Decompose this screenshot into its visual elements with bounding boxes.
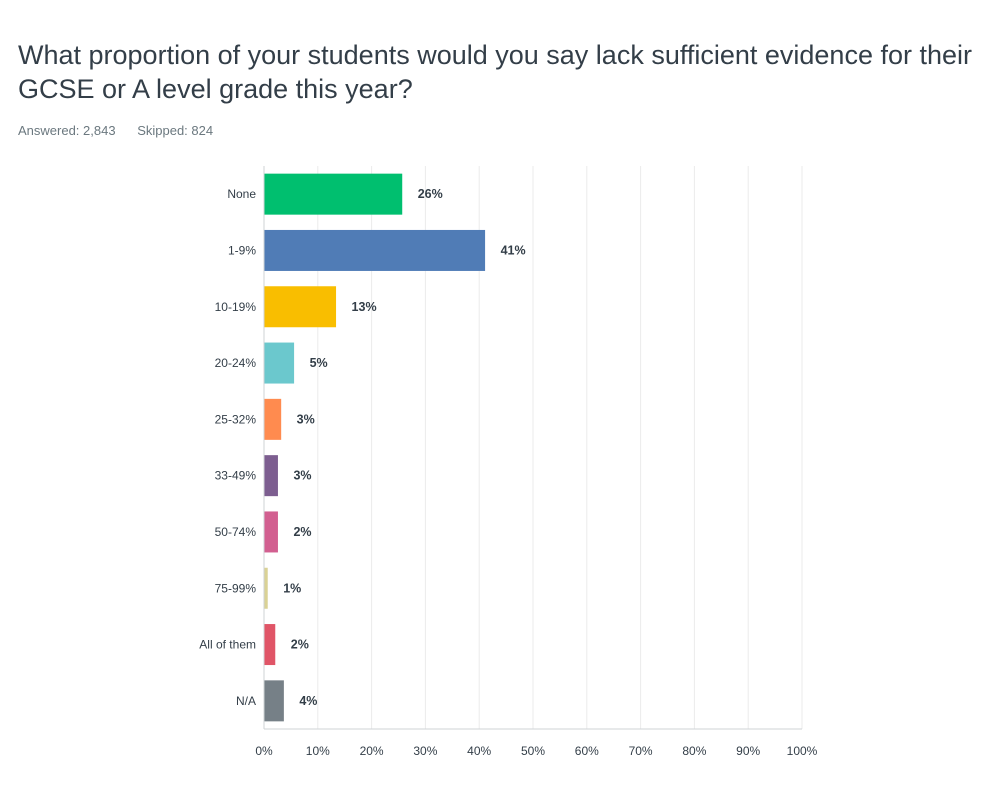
x-tick-label: 90% — [736, 744, 760, 758]
x-tick-label: 60% — [575, 744, 599, 758]
x-tick-label: 100% — [787, 744, 818, 758]
bars — [264, 173, 486, 722]
response-stats: Answered: 2,843 Skipped: 824 — [18, 123, 231, 138]
answered-count: Answered: 2,843 — [18, 123, 116, 138]
bar — [264, 624, 276, 666]
category-label: 10-19% — [215, 300, 257, 314]
category-label: 20-24% — [215, 356, 257, 370]
category-label: All of them — [199, 638, 256, 652]
bar — [264, 398, 282, 440]
category-label: None — [227, 187, 256, 201]
bar — [264, 286, 337, 328]
x-tick-label: 80% — [682, 744, 706, 758]
category-label: 50-74% — [215, 525, 257, 539]
x-tick-label: 30% — [413, 744, 437, 758]
value-label: 13% — [352, 300, 377, 314]
value-label: 26% — [418, 187, 443, 201]
bar — [264, 173, 403, 215]
category-label: 33-49% — [215, 469, 257, 483]
bar — [264, 511, 278, 553]
x-tick-label: 50% — [521, 744, 545, 758]
value-labels: 26% 41% 13% 5% 3% 3% 2% 1% 2% 4% — [283, 187, 525, 708]
value-label: 5% — [310, 356, 328, 370]
question-title: What proportion of your students would y… — [18, 40, 973, 104]
value-label: 2% — [293, 525, 311, 539]
bar — [264, 455, 278, 497]
value-label: 41% — [501, 243, 526, 257]
value-label: 1% — [283, 581, 301, 595]
bar — [264, 229, 486, 271]
value-label: 4% — [299, 694, 317, 708]
value-label: 3% — [297, 412, 315, 426]
x-tick-labels: 0% 10% 20% 30% 40% 50% 60% 70% 80% 90% 100% — [255, 744, 817, 758]
category-label: 75-99% — [215, 581, 257, 595]
category-labels: None 1-9% 10-19% 20-24% 25-32% 33-49% 50-74% 75… — [199, 187, 256, 708]
category-label: 25-32% — [215, 412, 257, 426]
value-label: 3% — [293, 469, 311, 483]
x-tick-label: 70% — [629, 744, 653, 758]
x-tick-label: 40% — [467, 744, 491, 758]
skipped-count: Skipped: 824 — [137, 123, 214, 138]
x-tick-label: 20% — [360, 744, 384, 758]
value-label: 2% — [291, 638, 309, 652]
bar — [264, 342, 295, 384]
x-tick-label: 10% — [306, 744, 330, 758]
bar — [264, 567, 268, 609]
category-label: N/A — [236, 694, 256, 708]
axes — [263, 166, 802, 730]
x-tick-label: 0% — [255, 744, 273, 758]
category-label: 1-9% — [228, 243, 256, 257]
bar — [264, 680, 284, 722]
